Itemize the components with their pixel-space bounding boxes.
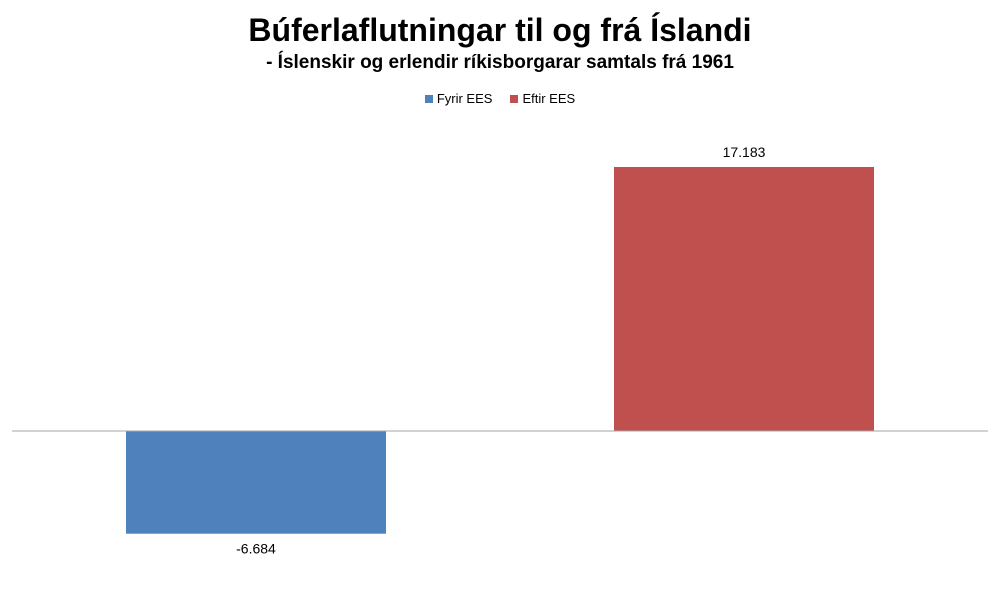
bar-fyrir-ees [126,431,386,534]
data-label-fyrir-ees: -6.684 [236,541,276,557]
data-label-eftir-ees: 17.183 [723,144,766,160]
chart-subtitle: - Íslenskir og erlendir ríkisborgarar sa… [266,52,734,73]
chart-title: Búferlaflutningar til og frá Íslandi [248,12,752,48]
legend-swatch-eftir-ees [510,95,519,103]
bar-eftir-ees [614,167,874,431]
chart-legend: Fyrir EES Eftir EES [0,91,1000,107]
legend-swatch-fyrir-ees [424,95,433,103]
legend-label-eftir-ees: Eftir EES [522,91,576,106]
legend-item-fyrir-ees: Fyrir EES [424,91,493,107]
legend-item-eftir-ees: Eftir EES [510,91,575,107]
legend-label-fyrir-ees: Fyrir EES [436,91,493,106]
